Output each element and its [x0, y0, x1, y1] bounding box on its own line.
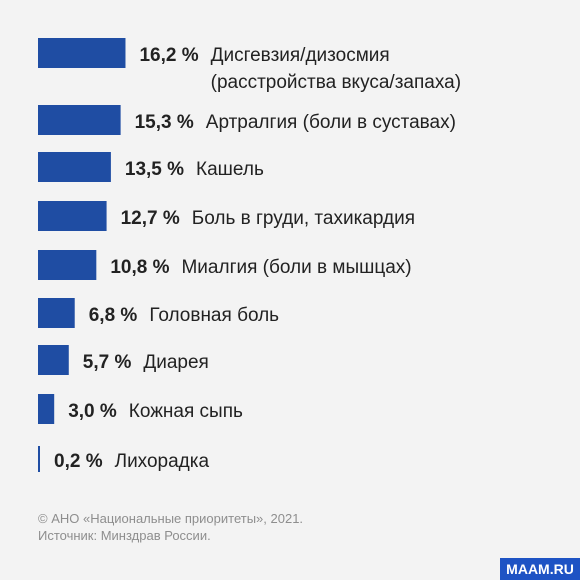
bar-8 — [38, 446, 40, 472]
category-label-8: Лихорадка — [115, 451, 210, 472]
category-label-6: Диарея — [143, 352, 208, 373]
value-label-3: 12,7 % — [121, 208, 180, 229]
value-label-5: 6,8 % — [89, 305, 138, 326]
category-label-4: Миалгия (боли в мышцах) — [181, 257, 411, 278]
value-label-7: 3,0 % — [68, 401, 117, 422]
value-label-4: 10,8 % — [110, 257, 169, 278]
bar-4 — [38, 250, 97, 280]
value-label-1: 15,3 % — [135, 112, 194, 133]
category-label-1: Артралгия (боли в суставах) — [206, 112, 456, 133]
value-label-2: 13,5 % — [125, 159, 184, 180]
category-label-0-line2: (расстройства вкуса/запаха) — [211, 72, 461, 93]
footer: © АНО «Национальные приоритеты», 2021. И… — [38, 510, 303, 544]
bar-2 — [38, 152, 111, 182]
bar-7 — [38, 394, 55, 424]
bar-chart: 16,2 % Дисгевзия/дизосмия (расстройства вк… — [38, 38, 461, 472]
category-label-5: Головная боль — [149, 305, 279, 326]
category-label-0: Дисгевзия/дизосмия — [211, 45, 390, 66]
watermark-badge: MAAM.RU — [500, 558, 580, 580]
bar-1 — [38, 105, 121, 135]
category-label-7: Кожная сыпь — [129, 401, 243, 422]
category-label-3: Боль в груди, тахикардия — [192, 208, 415, 229]
bar-3 — [38, 201, 107, 231]
bar-0 — [38, 38, 126, 68]
bar-5 — [38, 298, 75, 328]
value-label-8: 0,2 % — [54, 451, 103, 472]
bar-6 — [38, 345, 69, 375]
category-label-2: Кашель — [196, 159, 264, 180]
source-text: Источник: Минздрав России. — [38, 528, 211, 543]
copyright-text: © АНО «Национальные приоритеты», 2021. — [38, 511, 304, 526]
value-label-0: 16,2 % — [139, 45, 198, 66]
value-label-6: 5,7 % — [83, 352, 132, 373]
